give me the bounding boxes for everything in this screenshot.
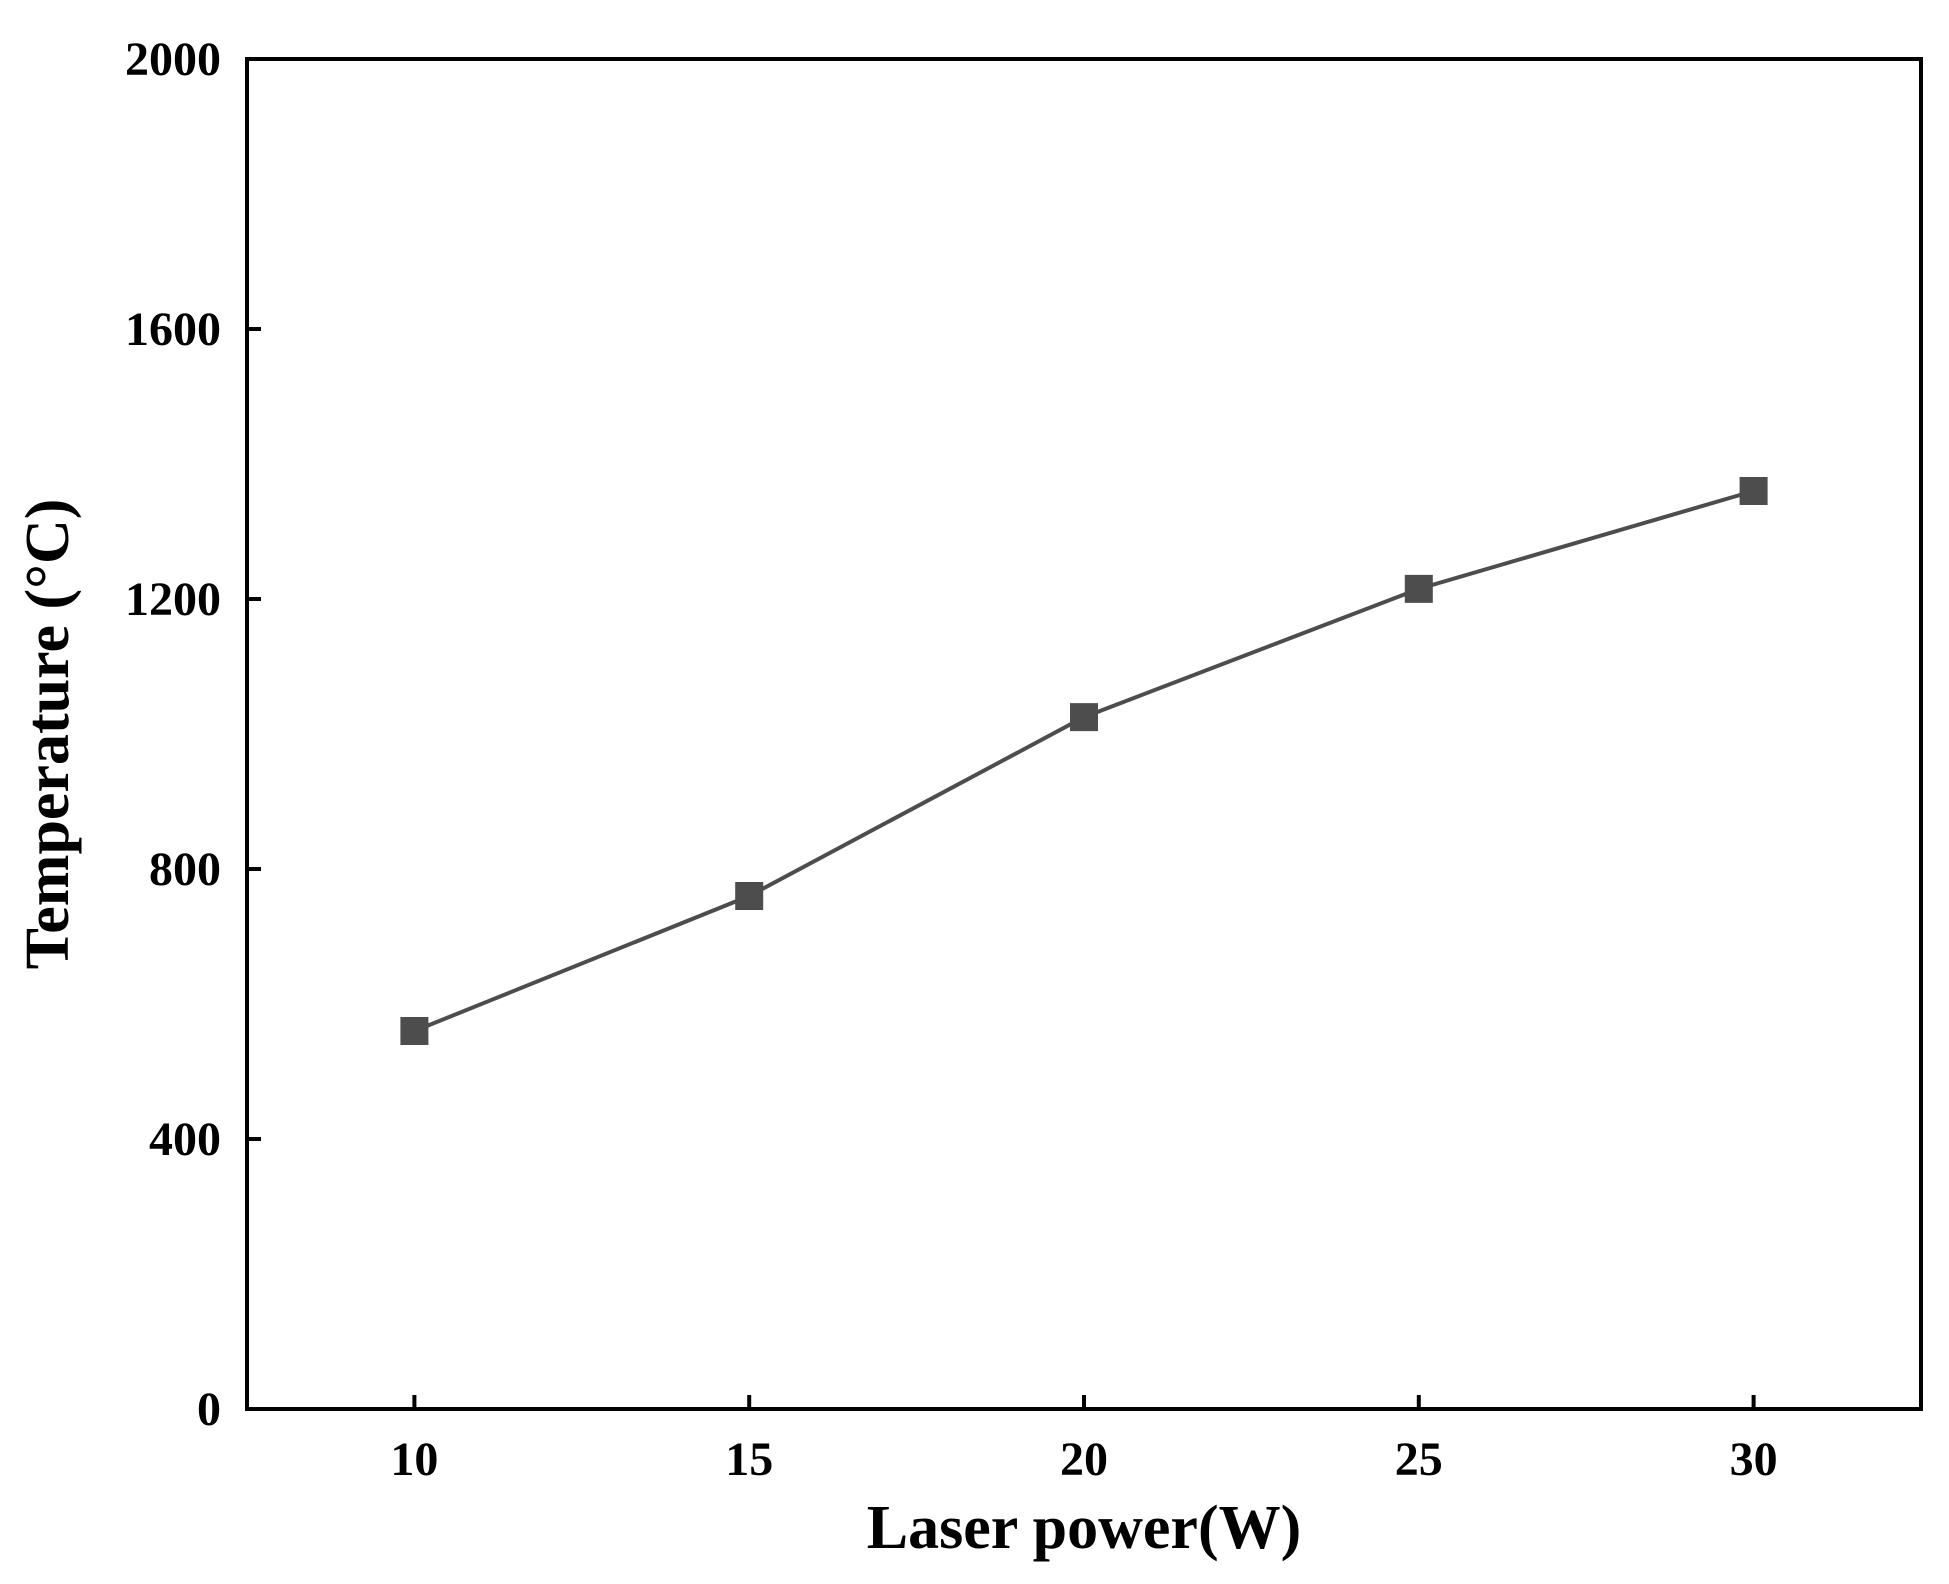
y-tick-label: 0 <box>197 1383 221 1436</box>
y-tick-label: 2000 <box>125 33 221 86</box>
y-tick-label: 1200 <box>125 573 221 626</box>
data-point <box>1070 703 1098 732</box>
plot-frame <box>245 57 1923 1411</box>
x-tick-label: 20 <box>1060 1433 1108 1486</box>
data-series <box>400 477 1768 1045</box>
x-tick-label: 25 <box>1395 1433 1443 1486</box>
x-tick-label: 30 <box>1730 1433 1778 1486</box>
data-point <box>1739 477 1768 505</box>
y-tick-label: 800 <box>149 843 221 896</box>
y-tick-label: 1600 <box>125 303 221 356</box>
data-point <box>1404 574 1433 603</box>
x-axis-title: Laser power(W) <box>867 1494 1301 1562</box>
x-tick-label: 10 <box>390 1433 438 1486</box>
x-tick-label: 15 <box>725 1433 773 1486</box>
y-axis-title: Temperature (°C) <box>14 499 82 970</box>
y-tick-label: 400 <box>149 1113 221 1166</box>
axis-ticks: 0 400 800 1200 1600 2000 10 15 20 25 30 <box>125 33 1778 1486</box>
data-point <box>400 1017 429 1045</box>
data-point <box>735 882 764 910</box>
